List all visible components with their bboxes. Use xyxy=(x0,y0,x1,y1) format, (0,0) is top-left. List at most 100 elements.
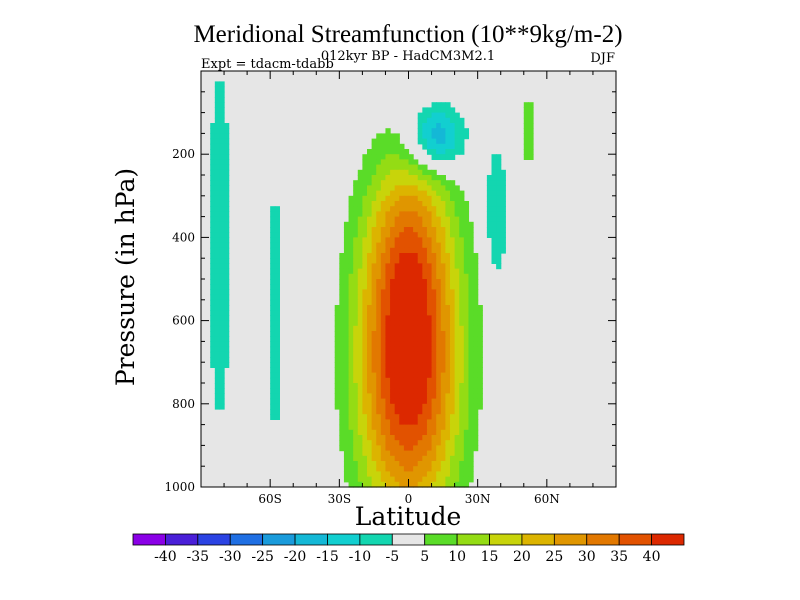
contour-cell xyxy=(496,185,502,192)
contour-cell xyxy=(422,263,428,270)
contour-cell xyxy=(399,258,405,264)
contour-cell xyxy=(426,242,433,249)
contour-cell xyxy=(214,190,221,197)
contour-cell xyxy=(376,471,382,478)
contour-cell xyxy=(417,112,423,119)
contour-cell xyxy=(445,195,451,202)
contour-cell xyxy=(431,221,437,228)
contour-cell xyxy=(496,190,502,197)
contour-cell xyxy=(436,190,442,197)
contour-cell xyxy=(431,388,437,394)
contour-cell xyxy=(417,481,423,488)
contour-cell xyxy=(353,195,359,202)
contour-cell xyxy=(210,232,216,238)
contour-cell xyxy=(403,180,410,186)
contour-cell xyxy=(431,154,437,160)
contour-cell xyxy=(450,310,456,316)
contour-cell xyxy=(357,258,363,264)
contour-cell xyxy=(357,268,363,275)
contour-cell xyxy=(380,206,387,212)
contour-cell xyxy=(417,195,423,202)
contour-cell xyxy=(274,299,280,306)
contour-cell xyxy=(413,398,419,405)
contour-cell xyxy=(403,481,410,488)
contour-cell xyxy=(436,221,442,228)
contour-cell xyxy=(214,107,221,114)
contour-cell xyxy=(436,367,442,374)
contour-cell xyxy=(357,336,363,342)
contour-cell xyxy=(353,331,359,337)
contour-cell xyxy=(445,185,451,192)
contour-cell xyxy=(399,299,405,306)
contour-cell xyxy=(413,279,419,285)
contour-cell xyxy=(450,289,456,296)
contour-cell xyxy=(408,237,414,244)
contour-cell xyxy=(210,315,216,322)
contour-cell xyxy=(334,341,340,348)
contour-cell xyxy=(385,169,391,176)
contour-cell xyxy=(219,102,225,108)
contour-cell xyxy=(422,346,428,353)
contour-cell xyxy=(399,175,405,181)
contour-cell xyxy=(362,273,368,280)
contour-cell xyxy=(445,419,451,426)
contour-cell xyxy=(339,315,345,322)
contour-cell xyxy=(399,253,405,259)
contour-cell xyxy=(399,409,405,415)
contour-cell xyxy=(459,128,465,134)
contour-cell xyxy=(426,409,433,415)
contour-cell xyxy=(459,237,465,244)
contour-cell xyxy=(214,357,221,363)
contour-cell xyxy=(399,455,405,462)
contour-cell xyxy=(403,341,410,348)
contour-cell xyxy=(367,346,373,353)
contour-cell xyxy=(348,336,354,342)
contour-cell xyxy=(343,476,350,483)
contour-cell xyxy=(385,237,391,244)
contour-cell xyxy=(445,320,451,327)
contour-cell xyxy=(343,232,350,238)
contour-cell xyxy=(380,325,387,332)
contour-cell xyxy=(371,258,377,264)
contour-cell xyxy=(408,362,414,368)
contour-cell xyxy=(413,273,419,280)
contour-cell xyxy=(422,424,428,431)
contour-cell xyxy=(385,383,391,389)
contour-cell xyxy=(339,284,345,290)
contour-cell xyxy=(523,112,529,119)
contour-cell xyxy=(413,315,419,322)
contour-cell xyxy=(491,221,497,228)
contour-cell xyxy=(500,169,506,176)
contour-cell xyxy=(468,419,474,426)
contour-cell xyxy=(417,336,423,342)
contour-cell xyxy=(422,362,428,368)
contour-cell xyxy=(417,294,423,301)
contour-cell xyxy=(210,133,216,140)
contour-cell xyxy=(339,377,345,384)
contour-cell xyxy=(214,372,221,379)
contour-cell xyxy=(339,341,345,348)
contour-cell xyxy=(445,351,451,358)
contour-cell xyxy=(380,461,387,467)
contour-cell xyxy=(357,435,363,441)
contour-cell xyxy=(431,180,437,186)
contour-cell xyxy=(367,294,373,301)
contour-cell xyxy=(450,450,456,457)
contour-cell xyxy=(454,362,460,368)
contour-cell xyxy=(390,206,396,212)
contour-cell xyxy=(214,315,221,322)
contour-cell xyxy=(413,237,419,244)
contour-cell xyxy=(348,466,354,472)
contour-cell xyxy=(224,294,230,301)
contour-cell xyxy=(380,273,387,280)
contour-cell xyxy=(210,175,216,181)
contour-cell xyxy=(426,143,433,150)
contour-cell xyxy=(270,232,276,238)
contour-cell xyxy=(270,331,276,337)
x-tick-label: 60N xyxy=(534,492,560,506)
contour-cell xyxy=(459,216,465,223)
contour-cell xyxy=(362,227,368,233)
contour-cell xyxy=(463,247,470,254)
contour-cell xyxy=(463,388,470,394)
contour-cell xyxy=(450,325,456,332)
